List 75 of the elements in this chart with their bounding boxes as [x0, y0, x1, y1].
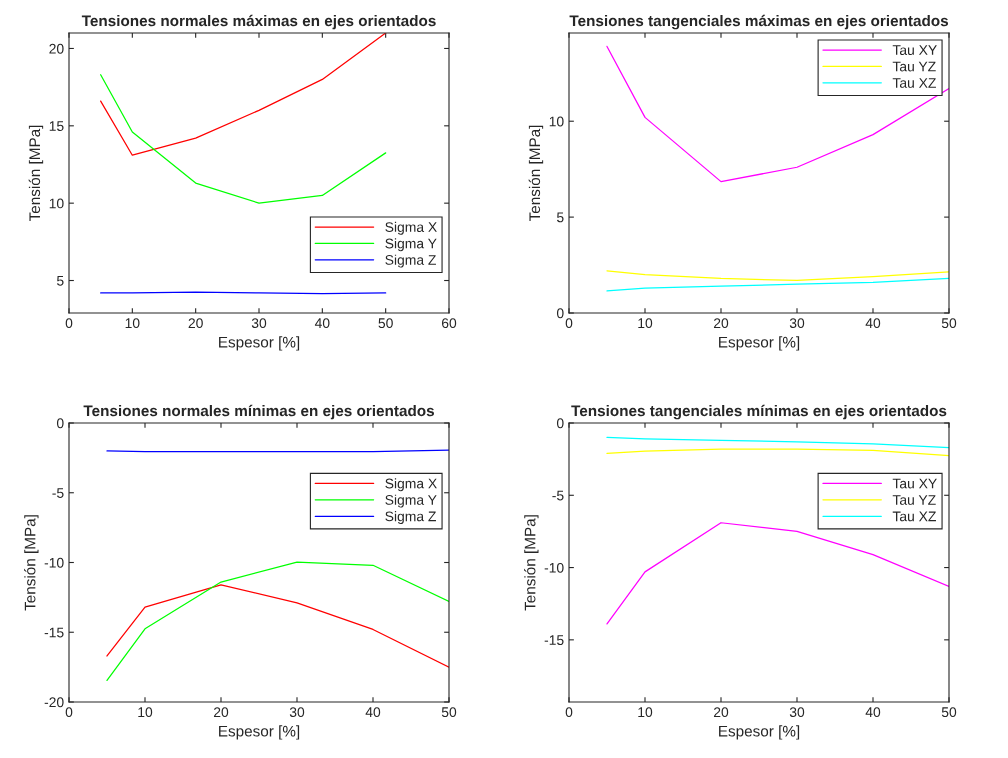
x-tick-label: 50 [941, 707, 957, 718]
y-tick-label: -5 [552, 490, 564, 501]
y-axis-title: Tensión [MPa] [524, 515, 539, 611]
x-axis-title: Espesor [%] [719, 725, 800, 740]
x-tick-label: 0 [565, 318, 573, 329]
y-tick-label: 5 [56, 275, 64, 286]
x-tick-label: 50 [941, 318, 957, 329]
chart-title: Tensiones tangenciales mínimas en ejes orientados [571, 404, 947, 420]
x-tick-label: 20 [213, 707, 229, 718]
x-tick-label: 0 [65, 318, 73, 329]
line-series [606, 277, 949, 292]
chart-title: Tensiones tangenciales máximas en ejes orientados [569, 14, 949, 30]
legend-label: Sigma Y [385, 238, 437, 252]
line-series [106, 584, 449, 668]
y-tick-label: -15 [44, 627, 64, 638]
x-tick-label: 20 [188, 318, 203, 329]
x-tick-label: 30 [789, 318, 805, 329]
y-tick-label: -5 [52, 488, 64, 498]
x-tick-label: 50 [441, 707, 457, 718]
x-tick-label: 10 [125, 318, 140, 329]
y-tick-label: 0 [556, 308, 564, 319]
legend-label: Tau YZ [892, 495, 936, 505]
x-tick-label: 40 [865, 707, 881, 718]
y-tick-label: 0 [56, 418, 64, 429]
line-series [606, 45, 949, 183]
legend-label: Sigma Y [385, 494, 437, 508]
chart-title: Tensiones normales máximas en ejes orientados [81, 14, 436, 30]
x-tick-label: 60 [441, 318, 457, 329]
x-tick-label: 0 [565, 707, 573, 718]
line-series [606, 270, 949, 282]
x-axis-title: Espesor [%] [719, 336, 800, 351]
line-series [100, 74, 387, 204]
x-tick-label: 40 [314, 318, 330, 329]
legend-label: Sigma X [385, 221, 437, 235]
y-tick-label: -15 [544, 635, 564, 646]
y-tick-label: 15 [49, 121, 64, 131]
y-axis-title: Tensión [MPa] [28, 125, 44, 222]
x-tick-label: 30 [289, 707, 305, 718]
x-tick-label: 10 [638, 707, 653, 718]
legend-label: Sigma Z [385, 511, 436, 525]
y-tick-label: 10 [549, 116, 564, 127]
y-tick-label: -10 [44, 557, 64, 568]
x-tick-label: 0 [65, 707, 73, 718]
x-tick-label: 30 [789, 707, 805, 718]
legend-label: Tau XZ [892, 78, 936, 88]
line-series [606, 522, 949, 625]
line-series [100, 33, 387, 156]
legend-label: Sigma X [385, 478, 437, 492]
chart-title: Tensiones normales mínimas en ejes orientados [83, 404, 434, 420]
y-tick-label: 0 [556, 418, 564, 429]
legend-label: Tau XZ [892, 511, 936, 522]
x-tick-label: 10 [138, 707, 153, 718]
x-axis-title: Espesor [%] [219, 336, 300, 351]
x-tick-label: 40 [365, 707, 381, 718]
y-axis-title: Tensión [MPa] [24, 515, 39, 611]
legend-label: Tau XY [892, 478, 937, 489]
y-tick-label: -10 [544, 562, 564, 573]
x-tick-label: 20 [713, 707, 729, 718]
x-tick-label: 20 [713, 318, 729, 329]
legend-label: Tau XY [892, 45, 937, 56]
line-series [606, 448, 949, 457]
y-tick-label: 20 [49, 43, 64, 54]
x-tick-label: 50 [378, 318, 393, 329]
line-series [106, 561, 449, 682]
y-tick-label: 5 [556, 212, 564, 223]
x-tick-label: 10 [638, 318, 653, 329]
x-tick-label: 40 [865, 318, 881, 329]
y-tick-label: -20 [44, 697, 64, 708]
x-tick-label: 30 [251, 318, 267, 329]
x-axis-title: Espesor [%] [219, 725, 300, 740]
y-tick-label: 10 [49, 198, 64, 209]
y-axis-title: Tensión [MPa] [528, 125, 544, 222]
line-series [606, 436, 949, 449]
legend-label: Tau YZ [892, 61, 936, 72]
legend-label: Sigma Z [385, 254, 436, 268]
